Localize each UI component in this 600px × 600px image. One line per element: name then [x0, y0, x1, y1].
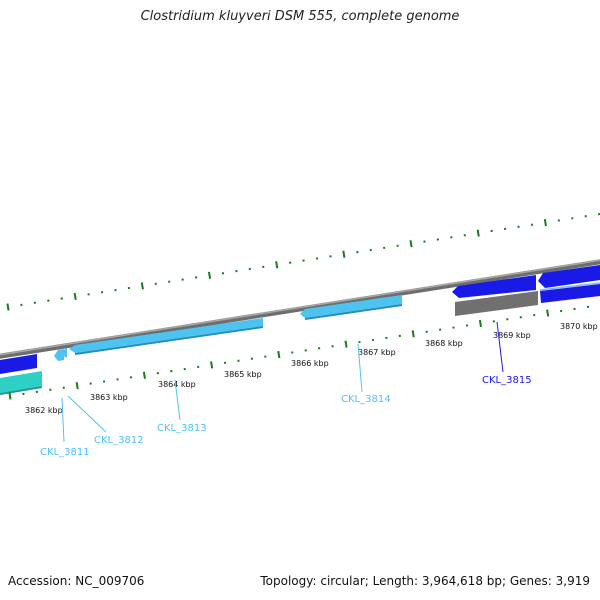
gene-label-ckl-3813[interactable]: CKL_3813 — [157, 423, 207, 434]
gene-block[interactable] — [0, 354, 37, 374]
major-tick — [75, 382, 79, 390]
accession-text: Accession: NC_009706 — [8, 574, 145, 588]
gene-block[interactable] — [455, 291, 538, 316]
major-tick — [344, 340, 348, 348]
scale-label: 3865 kbp — [224, 370, 262, 379]
genome-summary-text: Topology: circular; Length: 3,964,618 bp… — [260, 574, 590, 588]
gene-features — [0, 265, 600, 395]
major-tick — [409, 240, 413, 248]
major-tick — [478, 319, 482, 328]
major-tick — [342, 250, 346, 258]
scale-labels: 3862 kbp 3863 kbp 3864 kbp 3865 kbp 3866 kbp… — [25, 322, 598, 415]
gene-leaders — [61, 321, 504, 443]
outer-tick-track — [6, 212, 600, 311]
inner-tick-track — [8, 305, 590, 400]
major-tick — [207, 271, 212, 279]
scale-label: 3867 kbp — [358, 348, 396, 357]
gene-arrow[interactable] — [452, 275, 536, 298]
major-tick — [8, 392, 12, 400]
scale-label: 3863 kbp — [90, 393, 128, 402]
gene-arrow[interactable] — [69, 318, 263, 353]
genome-title: Clostridium kluyveri DSM 555, complete g… — [140, 9, 460, 24]
major-tick — [210, 361, 214, 369]
genome-backbone — [0, 259, 600, 359]
gene-arrow[interactable] — [54, 349, 64, 361]
major-tick — [275, 261, 279, 269]
gene-label-ckl-3815[interactable]: CKL_3815 — [482, 375, 532, 386]
scale-label: 3866 kbp — [291, 359, 329, 368]
major-tick — [6, 303, 10, 311]
gene-arrow[interactable] — [538, 265, 600, 288]
major-tick — [546, 309, 550, 317]
major-tick — [73, 292, 77, 301]
scale-label: 3870 kbp — [560, 322, 598, 331]
gene-arrow[interactable] — [540, 284, 600, 303]
major-tick — [142, 371, 146, 379]
gene-arrow[interactable] — [62, 348, 67, 358]
gene-label-ckl-3812[interactable]: CKL_3812 — [94, 435, 144, 446]
gene-label-ckl-3814[interactable]: CKL_3814 — [341, 394, 391, 405]
major-tick — [140, 282, 144, 290]
scale-label: 3868 kbp — [425, 339, 463, 348]
scale-label: 3864 kbp — [158, 380, 196, 389]
gene-block[interactable] — [0, 371, 42, 393]
gene-label-ckl-3811[interactable]: CKL_3811 — [40, 447, 90, 458]
major-tick — [476, 229, 480, 237]
major-tick — [543, 218, 547, 227]
scale-label: 3869 kbp — [493, 331, 531, 340]
major-tick — [411, 330, 415, 338]
major-tick — [277, 350, 281, 359]
scale-label: 3862 kbp — [25, 406, 63, 415]
gene-labels: CKL_3811 CKL_3812 CKL_3813 CKL_3814 CKL_… — [40, 375, 532, 458]
gene-arrow[interactable] — [300, 295, 402, 318]
